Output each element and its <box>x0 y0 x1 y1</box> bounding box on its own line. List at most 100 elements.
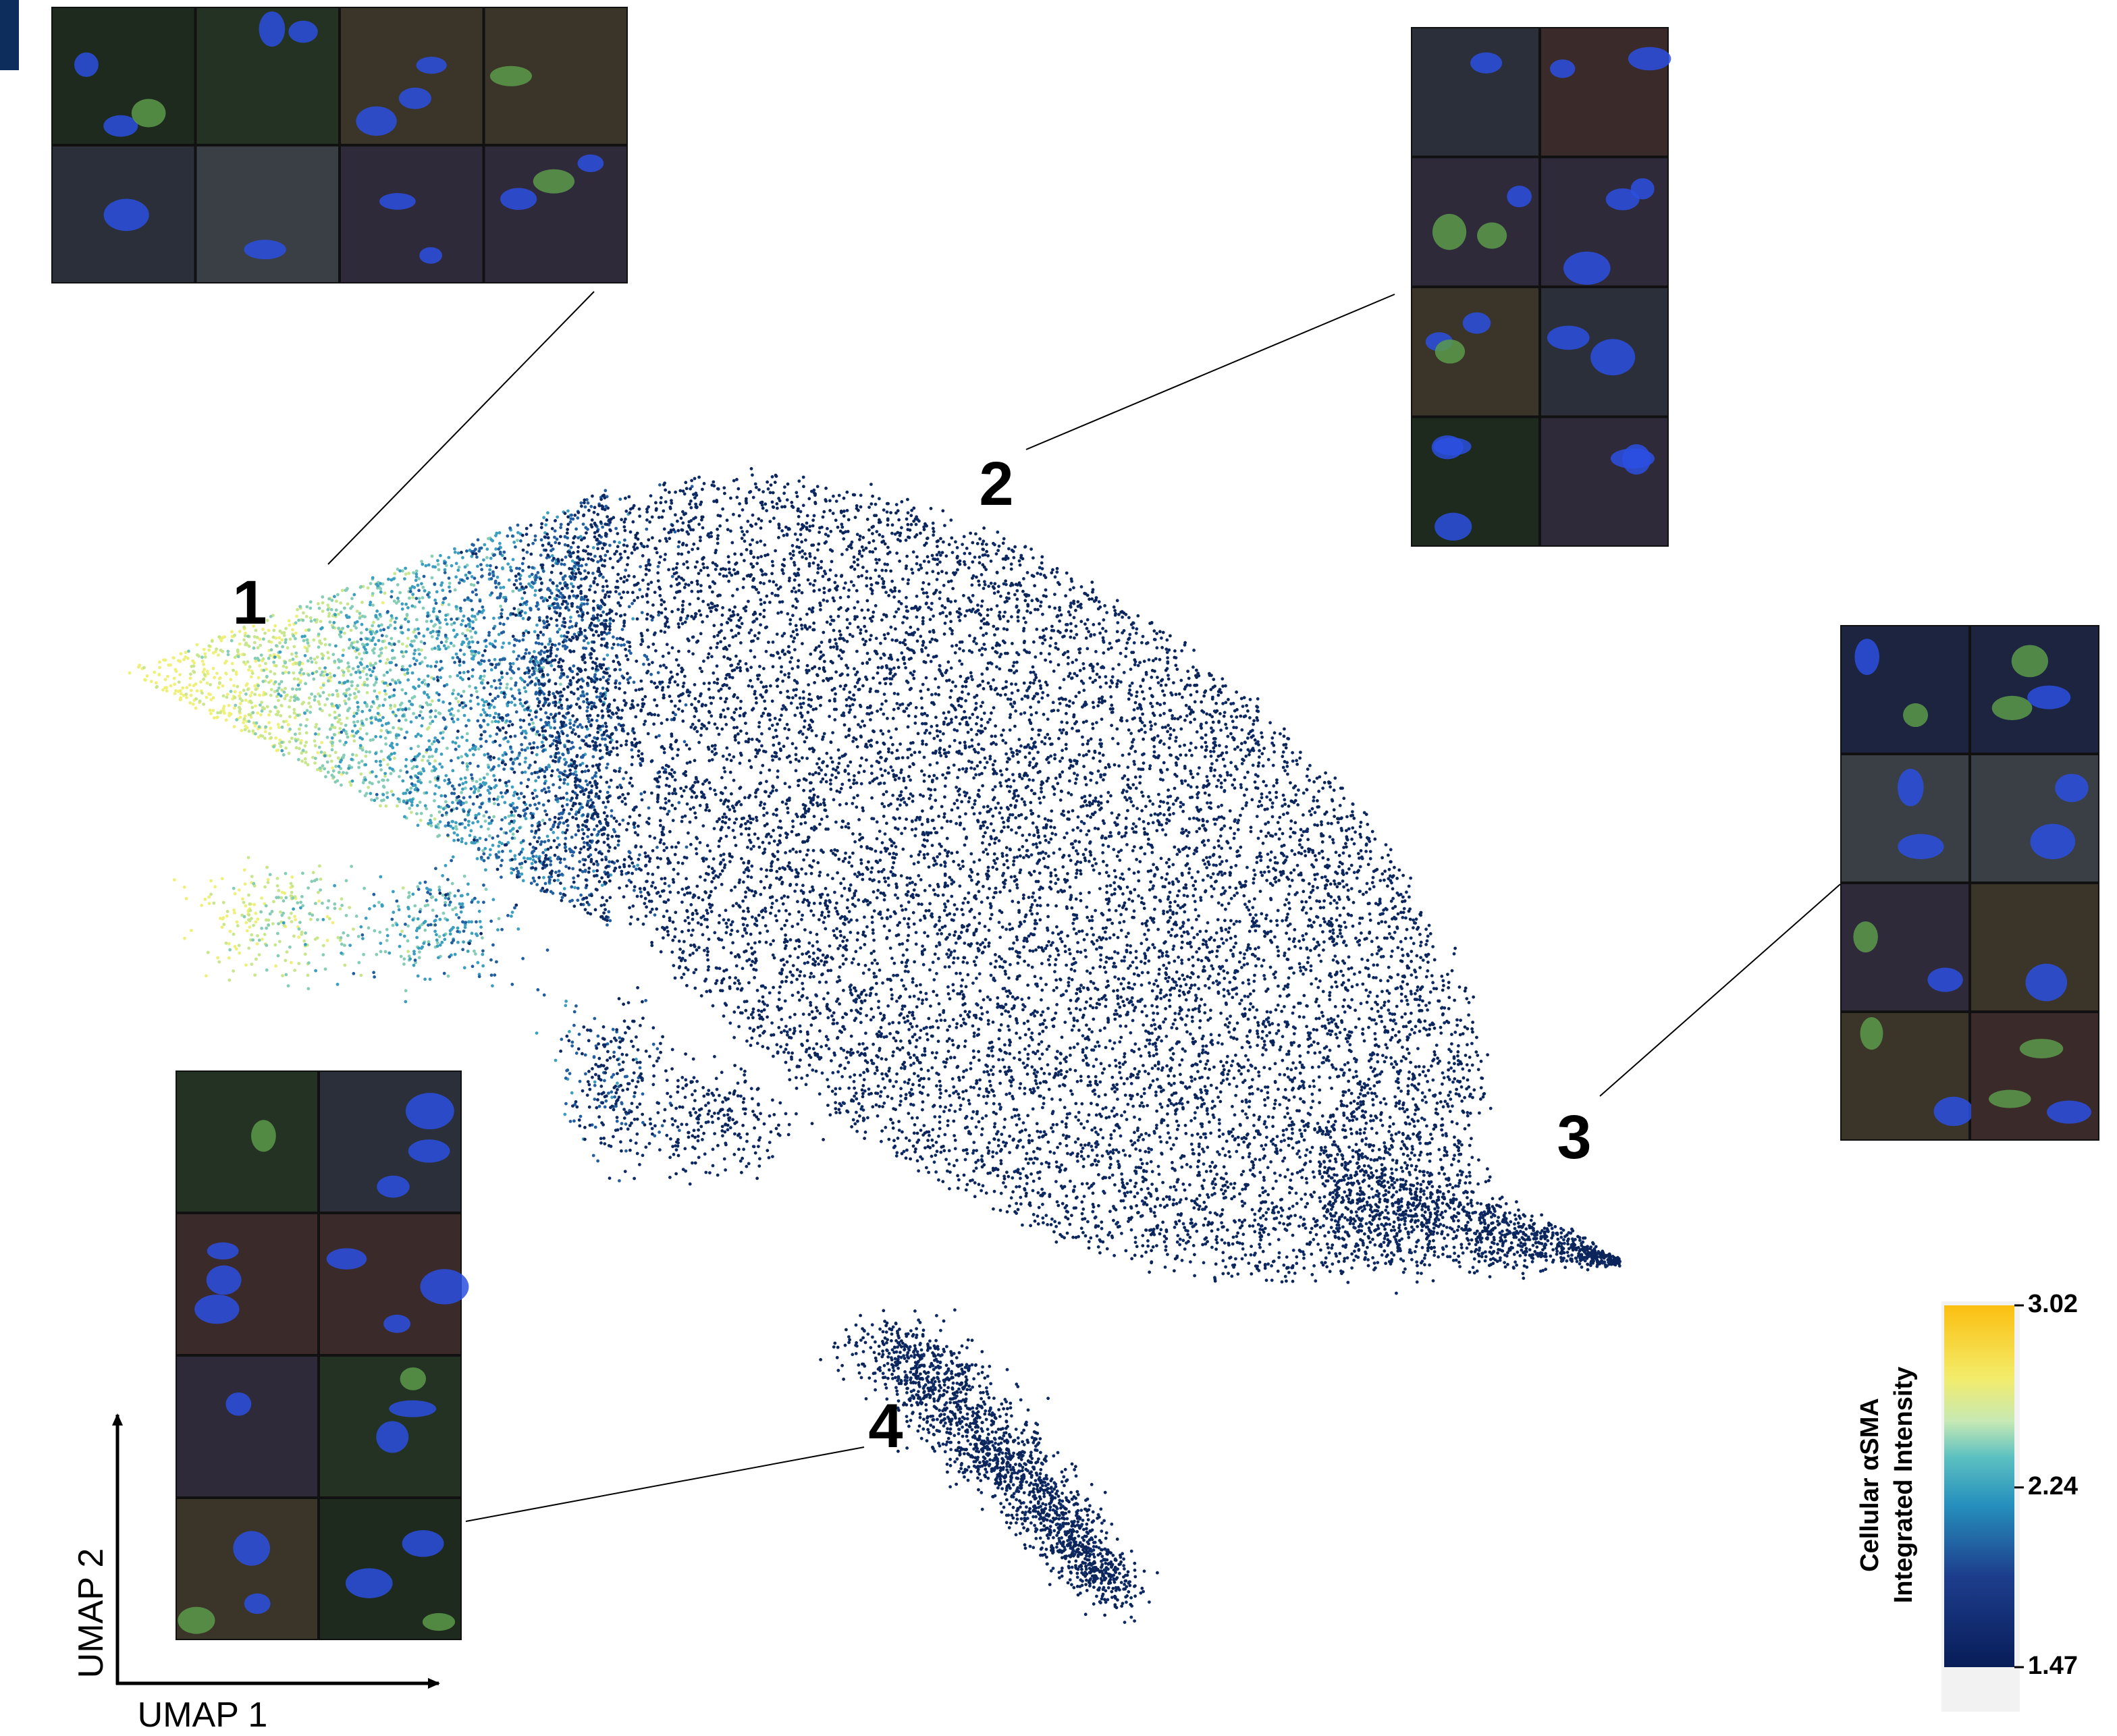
image-tile <box>177 1214 317 1354</box>
nucleus <box>2047 1101 2091 1124</box>
nucleus <box>104 199 149 232</box>
nucleus <box>1477 223 1507 249</box>
page: 1 2 3 4 UMAP 1 UMAP 2 Cellular αSMA Inte… <box>0 0 2117 1736</box>
nucleus <box>423 1613 455 1631</box>
leader-line <box>1600 884 1840 1096</box>
nucleus <box>1934 1097 1974 1126</box>
nucleus <box>1989 1090 2031 1108</box>
cluster-label: 1 <box>232 568 267 637</box>
leader-line <box>328 292 594 564</box>
image-tile <box>1412 418 1538 546</box>
nucleus <box>416 57 446 74</box>
colorbar-tick-label: 3.02 <box>2028 1290 2078 1318</box>
image-tile <box>485 146 627 282</box>
nucleus <box>207 1243 239 1259</box>
nucleus <box>376 1421 408 1453</box>
figure: 1 2 3 4 UMAP 1 UMAP 2 Cellular αSMA Inte… <box>0 0 2117 1736</box>
nucleus <box>2012 645 2048 678</box>
image-panels <box>51 7 2099 1640</box>
leader-line <box>466 1447 864 1521</box>
nucleus <box>2055 774 2088 802</box>
image-tile <box>1541 418 1667 546</box>
nucleus <box>1628 47 1671 71</box>
nucleus <box>1507 186 1532 207</box>
colorbar-tick-label: 1.47 <box>2028 1652 2078 1680</box>
nucleus <box>251 1120 276 1151</box>
nucleus <box>533 169 574 194</box>
corner-mark <box>0 0 19 70</box>
nucleus <box>259 11 286 47</box>
nucleus <box>2027 686 2070 709</box>
nucleus <box>1470 53 1502 74</box>
nucleus <box>1898 834 1944 859</box>
point-cloud <box>414 475 1619 1623</box>
y-axis-label: UMAP 2 <box>72 1548 111 1679</box>
nucleus <box>1547 326 1590 350</box>
nucleus <box>244 1594 271 1614</box>
nucleus <box>1860 1017 1883 1050</box>
nucleus <box>2030 824 2075 859</box>
nucleus <box>207 1266 242 1295</box>
nucleus <box>1550 59 1575 78</box>
image-tile <box>1971 755 2098 881</box>
nucleus <box>233 1531 270 1565</box>
nucleus <box>1432 214 1466 250</box>
colorbar-ticks: 1.47 2.24 3.02 <box>2014 1290 2078 1680</box>
nucleus <box>1463 313 1491 334</box>
nucleus <box>1606 188 1640 210</box>
nucleus <box>577 155 604 172</box>
x-axis-label: UMAP 1 <box>138 1696 268 1735</box>
nucleus <box>103 115 138 137</box>
nucleus <box>377 1176 409 1198</box>
image-tile <box>197 146 339 282</box>
nucleus <box>1854 639 1879 675</box>
image-tile <box>1412 288 1538 416</box>
nucleus <box>402 1530 444 1557</box>
nucleus <box>1435 513 1472 541</box>
image-tile <box>341 146 483 282</box>
nucleus <box>178 1607 215 1634</box>
nucleus <box>419 247 442 264</box>
point-cloud <box>130 599 383 976</box>
nucleus <box>2020 1039 2063 1058</box>
point-cloud <box>512 468 1619 1615</box>
nucleus <box>399 88 431 109</box>
colorbar-title: Integrated Intensity <box>1890 1367 1918 1604</box>
nucleus <box>1992 696 2033 720</box>
nucleus <box>194 1295 239 1324</box>
nucleus <box>490 66 532 86</box>
nucleus <box>225 1392 251 1416</box>
nucleus <box>356 107 396 136</box>
cluster-label: 4 <box>868 1392 903 1461</box>
image-tile <box>1412 28 1538 156</box>
nucleus <box>1590 339 1635 375</box>
nucleus <box>346 1568 393 1598</box>
nucleus <box>1898 769 1924 806</box>
nucleus <box>406 1093 454 1129</box>
leader-line <box>1026 294 1395 450</box>
nucleus <box>132 99 166 128</box>
nucleus <box>1433 437 1471 455</box>
nucleus <box>1927 968 1962 992</box>
image-tile <box>177 1357 317 1496</box>
nucleus <box>1435 340 1465 364</box>
colorbar <box>1944 1305 2014 1667</box>
colorbar-tick-label: 2.24 <box>2028 1472 2078 1500</box>
nucleus <box>288 21 317 43</box>
nucleus <box>383 1315 410 1333</box>
nucleus <box>1903 703 1928 727</box>
nucleus <box>74 53 99 77</box>
colorbar-title: Cellular αSMA <box>1856 1398 1884 1572</box>
image-tile <box>177 1072 317 1212</box>
nucleus <box>2025 964 2067 1002</box>
nucleus <box>1563 252 1611 285</box>
cluster-label: 2 <box>979 450 1013 518</box>
nucleus <box>244 240 286 259</box>
nucleus <box>500 188 537 211</box>
nucleus <box>420 1269 468 1304</box>
nucleus <box>1853 921 1877 952</box>
cluster-label: 3 <box>1557 1103 1591 1172</box>
image-tile <box>1412 159 1538 286</box>
nucleus <box>389 1401 436 1417</box>
nucleus <box>379 193 416 210</box>
